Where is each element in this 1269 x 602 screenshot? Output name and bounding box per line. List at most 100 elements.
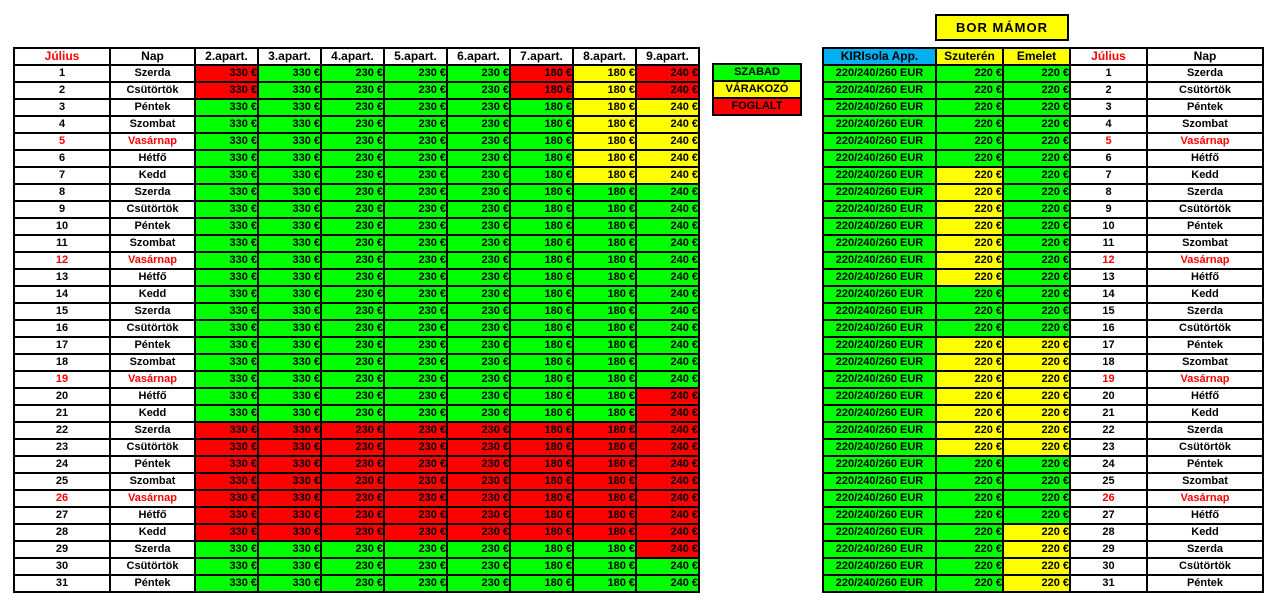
day-name-cell[interactable]: Vasárnap xyxy=(109,132,196,151)
price-cell-apart-7[interactable]: 180 € xyxy=(509,557,574,576)
price-cell-apart-4[interactable]: 230 € xyxy=(320,438,385,457)
app-price-cell[interactable]: 220/240/260 EUR xyxy=(822,353,937,372)
price-cell-apart-8[interactable]: 180 € xyxy=(572,115,637,134)
price-cell-apart-7[interactable]: 180 € xyxy=(509,319,574,338)
price-cell-apart-5[interactable]: 230 € xyxy=(383,98,448,117)
price-cell-apart-9[interactable]: 240 € xyxy=(635,557,700,576)
day-name-cell[interactable]: Szombat xyxy=(109,472,196,491)
price-cell-apart-7[interactable]: 180 € xyxy=(509,115,574,134)
price-cell-apart-4[interactable]: 230 € xyxy=(320,523,385,542)
szuteren-price-cell[interactable]: 220 € xyxy=(935,234,1004,253)
szuteren-price-cell[interactable]: 220 € xyxy=(935,149,1004,168)
day-name-cell[interactable]: Csütörtök xyxy=(1146,81,1264,100)
price-cell-apart-9[interactable]: 240 € xyxy=(635,489,700,508)
szuteren-price-cell[interactable]: 220 € xyxy=(935,285,1004,304)
price-cell-apart-8[interactable]: 180 € xyxy=(572,387,637,406)
day-name-cell[interactable]: Szerda xyxy=(109,540,196,559)
price-cell-apart-4[interactable]: 230 € xyxy=(320,506,385,525)
header-cell-julius-left[interactable]: Július xyxy=(13,47,111,66)
szuteren-price-cell[interactable]: 220 € xyxy=(935,523,1004,542)
day-name-cell[interactable]: Szerda xyxy=(1146,421,1264,440)
emelet-price-cell[interactable]: 220 € xyxy=(1002,574,1071,593)
price-cell-apart-4[interactable]: 230 € xyxy=(320,472,385,491)
price-cell-apart-3[interactable]: 330 € xyxy=(257,200,322,219)
price-cell-apart-4[interactable]: 230 € xyxy=(320,149,385,168)
date-cell[interactable]: 3 xyxy=(1069,98,1148,117)
price-cell-apart-5[interactable]: 230 € xyxy=(383,183,448,202)
price-cell-apart-3[interactable]: 330 € xyxy=(257,472,322,491)
date-cell[interactable]: 5 xyxy=(13,132,111,151)
day-name-cell[interactable]: Csütörtök xyxy=(109,438,196,457)
date-cell[interactable]: 25 xyxy=(13,472,111,491)
price-cell-apart-7[interactable]: 180 € xyxy=(509,472,574,491)
price-cell-apart-4[interactable]: 230 € xyxy=(320,353,385,372)
price-cell-apart-2[interactable]: 330 € xyxy=(194,183,259,202)
price-cell-apart-2[interactable]: 330 € xyxy=(194,217,259,236)
emelet-price-cell[interactable]: 220 € xyxy=(1002,217,1071,236)
day-name-cell[interactable]: Szombat xyxy=(109,115,196,134)
price-cell-apart-4[interactable]: 230 € xyxy=(320,81,385,100)
date-cell[interactable]: 4 xyxy=(13,115,111,134)
header-cell-nap-right[interactable]: Nap xyxy=(1146,47,1264,66)
price-cell-apart-2[interactable]: 330 € xyxy=(194,523,259,542)
app-price-cell[interactable]: 220/240/260 EUR xyxy=(822,200,937,219)
price-cell-apart-2[interactable]: 330 € xyxy=(194,472,259,491)
app-price-cell[interactable]: 220/240/260 EUR xyxy=(822,285,937,304)
app-price-cell[interactable]: 220/240/260 EUR xyxy=(822,523,937,542)
price-cell-apart-5[interactable]: 230 € xyxy=(383,217,448,236)
date-cell[interactable]: 14 xyxy=(13,285,111,304)
emelet-price-cell[interactable]: 220 € xyxy=(1002,404,1071,423)
day-name-cell[interactable]: Vasárnap xyxy=(1146,370,1264,389)
szuteren-price-cell[interactable]: 220 € xyxy=(935,455,1004,474)
day-name-cell[interactable]: Csütörtök xyxy=(109,200,196,219)
app-price-cell[interactable]: 220/240/260 EUR xyxy=(822,506,937,525)
date-cell[interactable]: 23 xyxy=(1069,438,1148,457)
szuteren-price-cell[interactable]: 220 € xyxy=(935,574,1004,593)
date-cell[interactable]: 7 xyxy=(1069,166,1148,185)
day-name-cell[interactable]: Szerda xyxy=(109,183,196,202)
szuteren-price-cell[interactable]: 220 € xyxy=(935,506,1004,525)
app-price-cell[interactable]: 220/240/260 EUR xyxy=(822,472,937,491)
day-name-cell[interactable]: Vasárnap xyxy=(1146,489,1264,508)
price-cell-apart-7[interactable]: 180 € xyxy=(509,353,574,372)
emelet-price-cell[interactable]: 220 € xyxy=(1002,268,1071,287)
price-cell-apart-9[interactable]: 240 € xyxy=(635,64,700,83)
header-cell-apart-2[interactable]: 2.apart. xyxy=(194,47,259,66)
date-cell[interactable]: 12 xyxy=(13,251,111,270)
app-price-cell[interactable]: 220/240/260 EUR xyxy=(822,98,937,117)
price-cell-apart-6[interactable]: 230 € xyxy=(446,166,511,185)
price-cell-apart-2[interactable]: 330 € xyxy=(194,421,259,440)
price-cell-apart-5[interactable]: 230 € xyxy=(383,336,448,355)
price-cell-apart-4[interactable]: 230 € xyxy=(320,234,385,253)
price-cell-apart-4[interactable]: 230 € xyxy=(320,268,385,287)
price-cell-apart-6[interactable]: 230 € xyxy=(446,557,511,576)
header-cell-apart-6[interactable]: 6.apart. xyxy=(446,47,511,66)
header-cell-apart-3[interactable]: 3.apart. xyxy=(257,47,322,66)
price-cell-apart-8[interactable]: 180 € xyxy=(572,353,637,372)
price-cell-apart-2[interactable]: 330 € xyxy=(194,574,259,593)
price-cell-apart-3[interactable]: 330 € xyxy=(257,98,322,117)
price-cell-apart-9[interactable]: 240 € xyxy=(635,387,700,406)
price-cell-apart-6[interactable]: 230 € xyxy=(446,438,511,457)
price-cell-apart-2[interactable]: 330 € xyxy=(194,64,259,83)
emelet-price-cell[interactable]: 220 € xyxy=(1002,166,1071,185)
price-cell-apart-4[interactable]: 230 € xyxy=(320,183,385,202)
price-cell-apart-6[interactable]: 230 € xyxy=(446,489,511,508)
price-cell-apart-6[interactable]: 230 € xyxy=(446,98,511,117)
price-cell-apart-3[interactable]: 330 € xyxy=(257,557,322,576)
price-cell-apart-9[interactable]: 240 € xyxy=(635,183,700,202)
day-name-cell[interactable]: Hétfő xyxy=(1146,268,1264,287)
szuteren-price-cell[interactable]: 220 € xyxy=(935,183,1004,202)
price-cell-apart-9[interactable]: 240 € xyxy=(635,438,700,457)
day-name-cell[interactable]: Szerda xyxy=(109,64,196,83)
price-cell-apart-9[interactable]: 240 € xyxy=(635,81,700,100)
price-cell-apart-9[interactable]: 240 € xyxy=(635,353,700,372)
price-cell-apart-5[interactable]: 230 € xyxy=(383,234,448,253)
date-cell[interactable]: 20 xyxy=(1069,387,1148,406)
price-cell-apart-2[interactable]: 330 € xyxy=(194,115,259,134)
price-cell-apart-2[interactable]: 330 € xyxy=(194,557,259,576)
price-cell-apart-6[interactable]: 230 € xyxy=(446,234,511,253)
day-name-cell[interactable]: Hétfő xyxy=(109,506,196,525)
price-cell-apart-7[interactable]: 180 € xyxy=(509,81,574,100)
price-cell-apart-5[interactable]: 230 € xyxy=(383,506,448,525)
